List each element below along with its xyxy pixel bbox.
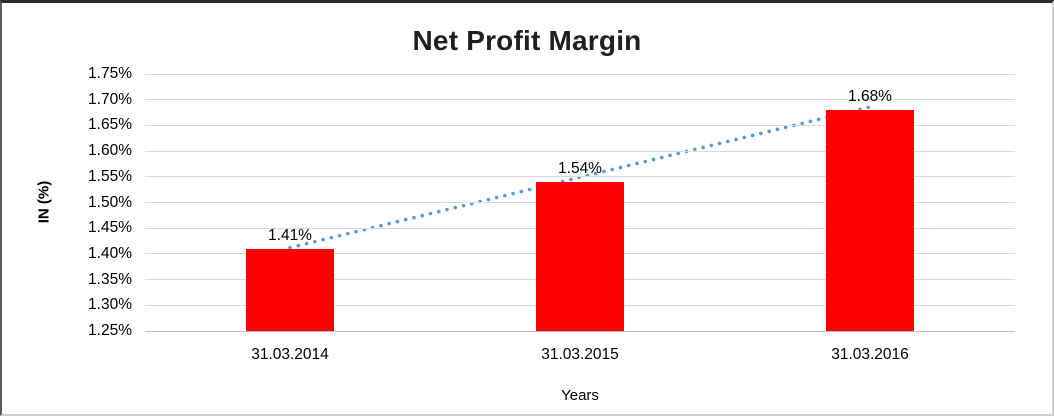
y-tick-label: 1.45% xyxy=(88,219,132,237)
x-axis-title: Years xyxy=(561,387,599,404)
bar-31.03.2016 xyxy=(826,109,914,331)
bar-value-label: 1.68% xyxy=(848,87,892,105)
y-tick-label: 1.55% xyxy=(88,167,132,185)
y-tick-label: 1.35% xyxy=(88,270,132,288)
x-axis-line xyxy=(145,330,1015,332)
y-tick-label: 1.70% xyxy=(88,90,132,108)
x-tick-label: 31.03.2014 xyxy=(251,346,329,363)
plot-area xyxy=(145,73,1015,332)
y-tick-label: 1.40% xyxy=(88,244,132,262)
y-tick-label: 1.50% xyxy=(88,193,132,211)
y-tick-label: 1.75% xyxy=(88,65,132,82)
gridline xyxy=(145,99,1015,101)
y-tick-label: 1.60% xyxy=(88,142,132,160)
x-tick-label: 31.03.2016 xyxy=(831,346,909,363)
gridline xyxy=(145,176,1015,178)
bar-31.03.2015 xyxy=(536,181,624,331)
y-tick-label: 1.30% xyxy=(88,296,132,314)
chart-title: Net Profit Margin xyxy=(412,25,642,56)
x-tick-label: 31.03.2015 xyxy=(541,346,619,363)
gridline xyxy=(145,73,1015,75)
y-tick-label: 1.65% xyxy=(88,116,132,134)
y-tick-label: 1.25% xyxy=(88,322,132,339)
bar-31.03.2014 xyxy=(246,248,334,331)
gridline xyxy=(145,150,1015,152)
bar-value-label: 1.54% xyxy=(558,159,602,177)
bar-value-label: 1.41% xyxy=(268,226,312,244)
trendline xyxy=(288,105,872,250)
gridline xyxy=(145,124,1015,126)
